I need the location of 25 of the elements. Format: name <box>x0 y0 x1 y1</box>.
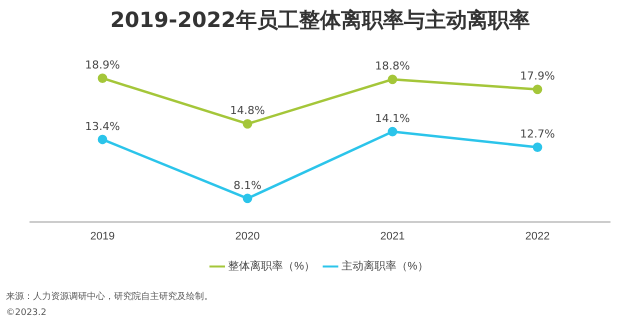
legend-label: 主动离职率（%） <box>342 260 428 273</box>
source-note: 来源：人力资源调研中心，研究院自主研究及绘制。 <box>6 290 213 303</box>
data-label: 14.1% <box>375 112 410 126</box>
point <box>242 194 252 204</box>
point <box>532 142 542 152</box>
x-tick-label: 2022 <box>525 230 550 242</box>
x-tick-label: 2021 <box>380 230 405 242</box>
x-tick-label: 2019 <box>90 230 115 242</box>
x-tick-label: 2020 <box>235 230 260 242</box>
text: ©2023.2 <box>6 308 46 318</box>
chart-title: 2019-2022年员工整体离职率与主动离职率 <box>109 7 531 34</box>
data-label: 13.4% <box>85 120 120 133</box>
point <box>388 74 398 84</box>
data-label: 12.7% <box>520 128 555 141</box>
data-label: 18.8% <box>375 60 410 73</box>
data-label: 8.1% <box>234 178 262 192</box>
point <box>98 134 108 144</box>
point <box>242 119 252 129</box>
point <box>98 73 108 83</box>
data-label: 17.9% <box>520 70 555 83</box>
data-label: 14.8% <box>230 104 265 118</box>
point <box>388 126 398 136</box>
data-label: 18.9% <box>85 58 120 72</box>
point <box>532 84 542 94</box>
legend-label: 整体离职率（%） <box>228 260 315 273</box>
